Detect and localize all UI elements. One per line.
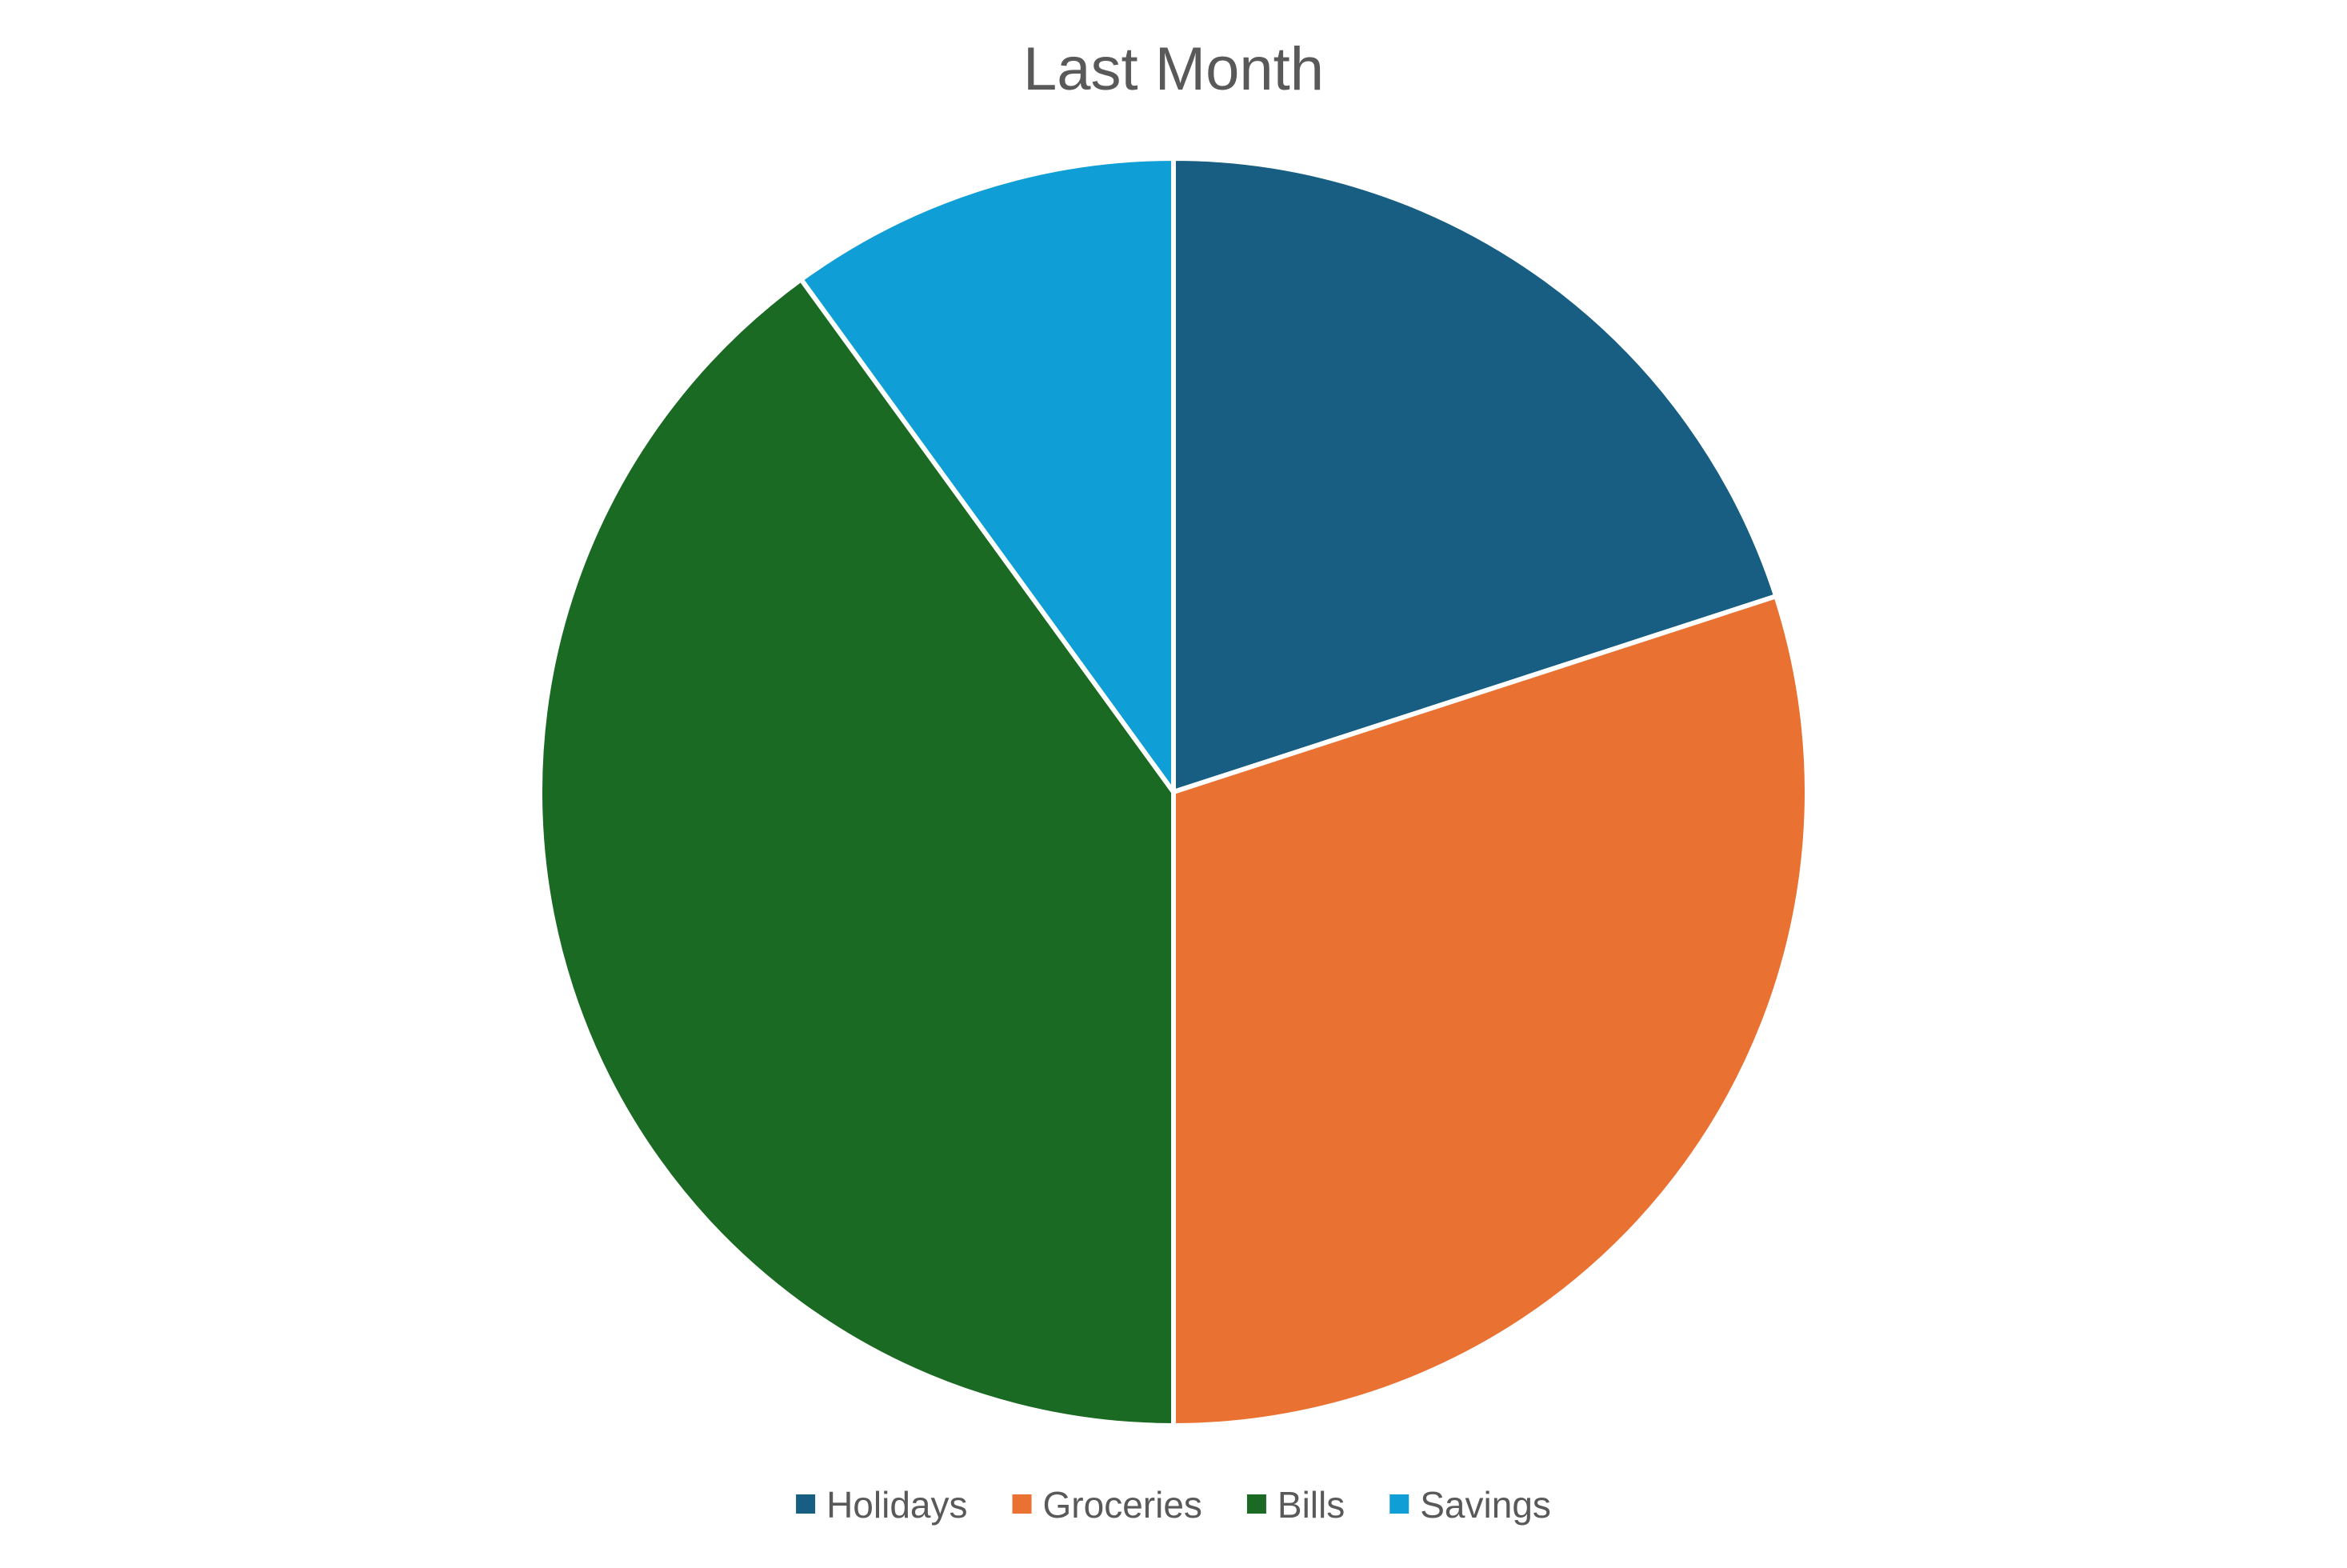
pie-slice-holidays [1171,156,1779,794]
pie-slice-savings [798,156,1176,794]
legend-item-savings: Savings [1389,1484,1551,1526]
legend-swatch-groceries [1012,1494,1032,1514]
legend-item-holidays: Holidays [796,1484,968,1526]
legend-item-groceries: Groceries [1012,1484,1202,1526]
legend-label-holidays: Holidays [826,1484,967,1526]
chart-title: Last Month [1023,35,1324,103]
pie-slices [538,156,1809,1428]
legend-label-bills: Bills [1277,1484,1345,1526]
legend-swatch-savings [1389,1494,1409,1514]
legend-label-savings: Savings [1420,1484,1551,1526]
pie-slice-bills [538,277,1176,1428]
legend-label-groceries: Groceries [1043,1484,1202,1526]
chart-legend: Holidays Groceries Bills Savings [796,1484,1551,1526]
legend-swatch-bills [1246,1494,1266,1514]
legend-item-bills: Bills [1246,1484,1345,1526]
pie-slice-groceries [1171,594,1809,1428]
legend-swatch-holidays [796,1494,816,1514]
